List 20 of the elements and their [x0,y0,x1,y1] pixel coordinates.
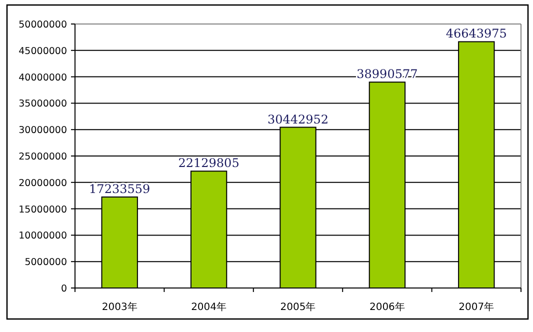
y-tick-label: 15000000 [18,204,67,216]
y-tick-label: 35000000 [18,98,67,110]
x-tick-label: 2006年 [369,301,405,313]
y-tick-label: 40000000 [18,72,67,84]
x-tick-label: 2003年 [102,301,138,313]
y-tick-label: 20000000 [18,178,67,189]
y-tick-label: 10000000 [18,230,67,242]
x-tick-label: 2005年 [280,301,316,313]
data-label: 46643975 [446,26,507,41]
data-label: 30442952 [267,112,329,126]
x-tick-label: 2004年 [191,301,227,313]
data-label: 17233559 [89,182,150,196]
data-label: 22129805 [178,156,240,170]
y-tick-label: 5000000 [24,257,67,268]
y-tick-label: 30000000 [18,125,67,136]
y-tick-label: 25000000 [18,152,67,162]
y-tick-label: 0 [60,284,67,294]
x-tick-label: 2007年 [458,301,494,313]
y-tick-label: 50000000 [18,20,67,30]
y-tick-label: 45000000 [18,46,67,57]
